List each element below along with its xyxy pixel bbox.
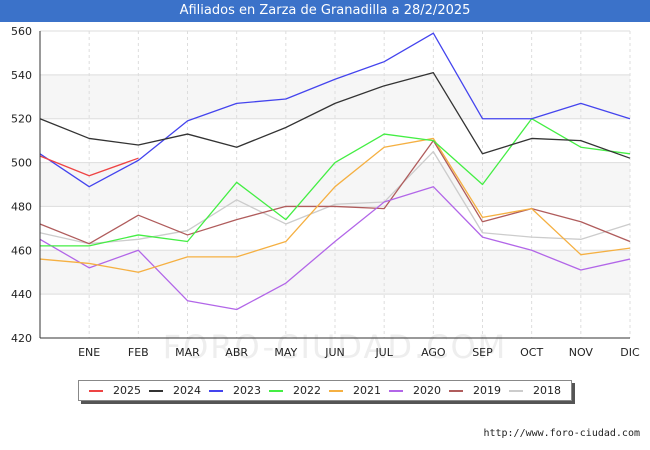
series-line-2018: [39, 150, 631, 245]
x-tick-label: ABR: [225, 346, 248, 359]
legend-label: 2021: [353, 384, 381, 397]
x-tick-label: ENE: [78, 346, 100, 359]
legend-item-2022: 2022: [269, 384, 321, 397]
legend-label: 2025: [113, 384, 141, 397]
legend-item-2018: 2018: [509, 384, 561, 397]
legend-label: 2020: [413, 384, 441, 397]
x-tick-label: MAR: [175, 346, 200, 359]
y-tick-label: 420: [11, 332, 32, 345]
title-bar: [0, 0, 650, 22]
watermark: FORO-CIUDAD.COM: [163, 328, 508, 366]
x-tick-label: MAY: [274, 346, 297, 359]
y-tick-label: 460: [11, 244, 32, 257]
legend-item-2020: 2020: [389, 384, 441, 397]
y-tick-label: 560: [11, 25, 32, 38]
legend-label: 2018: [533, 384, 561, 397]
x-tick-label: AGO: [421, 346, 446, 359]
legend-item-2025: 2025: [89, 384, 141, 397]
y-tick-label: 540: [11, 69, 32, 82]
x-tick-label: FEB: [128, 346, 149, 359]
x-tick-label: NOV: [569, 346, 594, 359]
y-tick-label: 480: [11, 200, 32, 213]
y-tick-label: 500: [11, 157, 32, 170]
legend-label: 2023: [233, 384, 261, 397]
legend-swatch: [89, 389, 103, 392]
series-line-2021: [39, 137, 631, 273]
legend-label: 2022: [293, 384, 321, 397]
legend-label: 2019: [473, 384, 501, 397]
series-line-2023: [39, 32, 631, 188]
source-url: http://www.foro-ciudad.com: [483, 428, 640, 439]
legend-item-2023: 2023: [209, 384, 261, 397]
chart-legend: 2025 2024 2023 2022 2021 2020 2019 2018: [78, 380, 572, 401]
legend-item-2024: 2024: [149, 384, 201, 397]
series-line-2020: [39, 186, 631, 311]
x-tick-label: JUN: [324, 346, 345, 359]
legend-swatch: [449, 389, 463, 392]
legend-swatch: [389, 389, 403, 392]
legend-swatch: [209, 389, 223, 392]
series-line-2024: [39, 72, 631, 159]
legend-swatch: [329, 389, 343, 392]
legend-item-2021: 2021: [329, 384, 381, 397]
legend-swatch: [149, 389, 163, 392]
x-tick-label: JUL: [374, 346, 393, 359]
y-tick-label: 520: [11, 113, 32, 126]
legend-swatch: [269, 389, 283, 392]
x-tick-label: DIC: [620, 346, 640, 359]
y-tick-label: 440: [11, 288, 32, 301]
chart-title: Afiliados en Zarza de Granadilla a 28/2/…: [179, 3, 471, 18]
x-tick-label: OCT: [520, 346, 543, 359]
legend-label: 2024: [173, 384, 201, 397]
legend-item-2019: 2019: [449, 384, 501, 397]
x-tick-label: SEP: [472, 346, 493, 359]
legend-swatch: [509, 389, 523, 392]
series-line-2025: [39, 155, 139, 177]
